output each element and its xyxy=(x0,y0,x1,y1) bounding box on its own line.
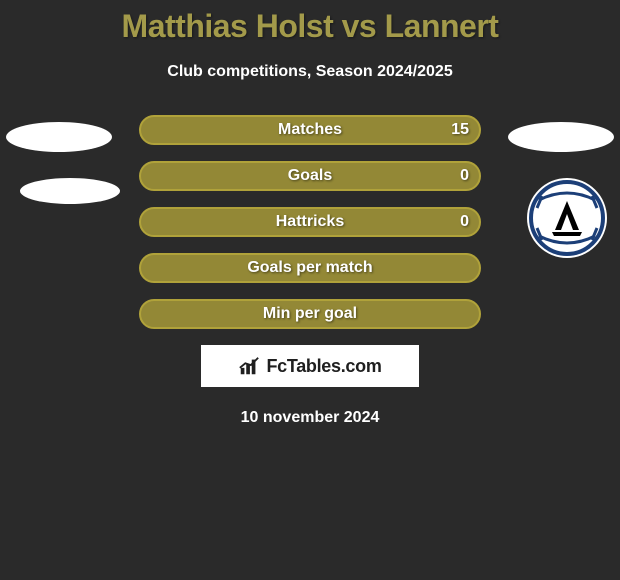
stat-right-value: 0 xyxy=(460,167,469,185)
brand-name: FcTables.com xyxy=(266,356,381,377)
stat-row: Goals 0 xyxy=(139,161,481,191)
crest-icon xyxy=(527,178,607,258)
stat-label: Min per goal xyxy=(263,305,357,323)
stat-label: Matches xyxy=(278,121,342,139)
stat-right-value: 0 xyxy=(460,213,469,231)
placeholder-ellipse xyxy=(508,122,614,152)
stat-row: Hattricks 0 xyxy=(139,207,481,237)
placeholder-ellipse xyxy=(6,122,112,152)
stat-label: Goals xyxy=(288,167,332,185)
subtitle: Club competitions, Season 2024/2025 xyxy=(0,63,620,81)
stat-row: Min per goal xyxy=(139,299,481,329)
stat-label: Goals per match xyxy=(247,259,372,277)
stat-label: Hattricks xyxy=(276,213,344,231)
date-label: 10 november 2024 xyxy=(0,409,620,427)
club-crest xyxy=(527,178,607,258)
stat-right-value: 15 xyxy=(451,121,469,139)
page-title: Matthias Holst vs Lannert xyxy=(0,0,620,45)
stat-row: Matches 15 xyxy=(139,115,481,145)
chart-icon xyxy=(238,355,260,377)
brand-badge[interactable]: FcTables.com xyxy=(201,345,419,387)
stat-row: Goals per match xyxy=(139,253,481,283)
placeholder-ellipse xyxy=(20,178,120,204)
